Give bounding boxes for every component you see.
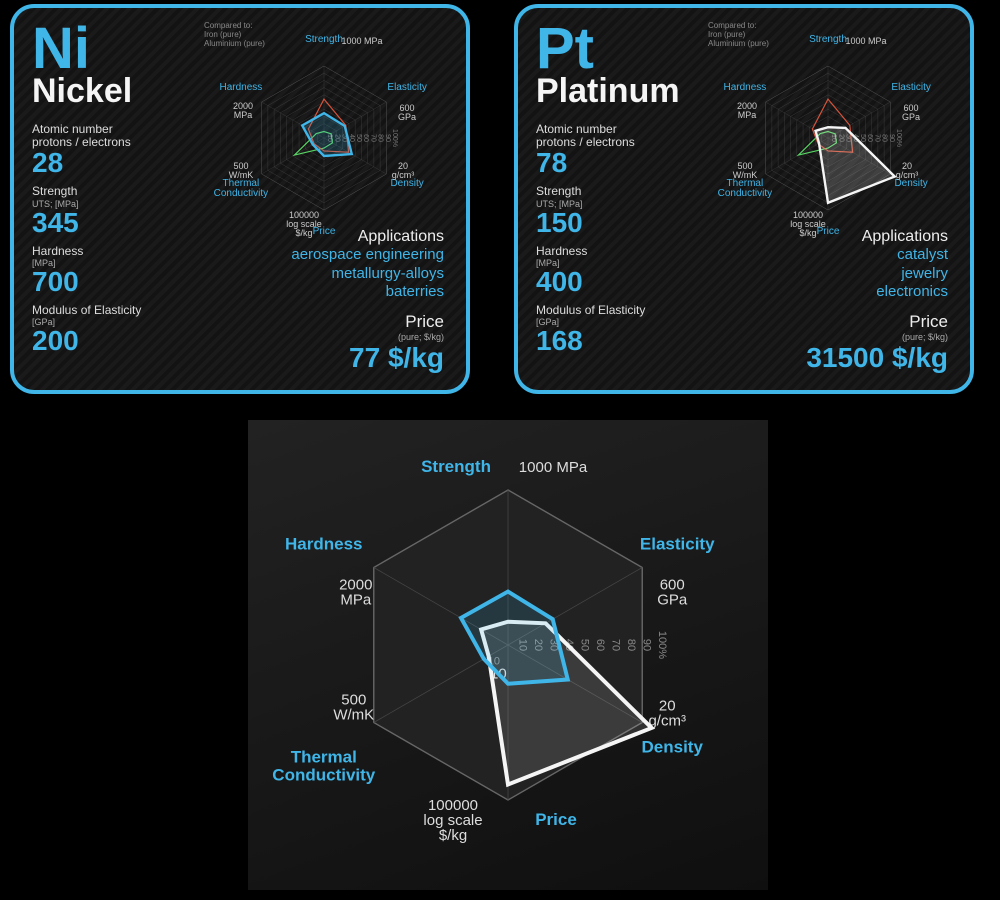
svg-text:80: 80: [377, 134, 384, 142]
svg-text:1000 MPa: 1000 MPa: [341, 36, 382, 46]
svg-text:Iron (pure): Iron (pure): [708, 30, 746, 39]
svg-text:ThermalConductivity: ThermalConductivity: [214, 178, 268, 199]
svg-text:1000 MPa: 1000 MPa: [845, 36, 886, 46]
nickel-right-column: Applications aerospace engineering metal…: [214, 228, 444, 374]
svg-text:2000MPa: 2000MPa: [737, 101, 757, 120]
svg-text:100%: 100%: [656, 631, 668, 659]
svg-text:50: 50: [355, 134, 362, 142]
svg-text:80: 80: [625, 639, 637, 651]
platinum-right-column: Applications catalyst jewelry electronic…: [718, 228, 948, 374]
svg-text:20g/cm³: 20g/cm³: [648, 698, 686, 730]
svg-text:100%: 100%: [895, 129, 902, 147]
platinum-card: Pt Platinum Atomic number protons / elec…: [514, 4, 974, 394]
comparison-radar: Strength 1000 MPa Elasticity 600GPa Density 2…: [248, 420, 768, 890]
svg-text:Strength: Strength: [421, 457, 491, 476]
svg-text:600GPa: 600GPa: [398, 103, 416, 122]
svg-text:ThermalConductivity: ThermalConductivity: [718, 178, 772, 199]
svg-text:2000MPa: 2000MPa: [339, 577, 372, 609]
svg-text:500W/mK: 500W/mK: [733, 161, 758, 180]
svg-text:50: 50: [579, 639, 591, 651]
svg-text:Iron (pure): Iron (pure): [204, 30, 242, 39]
svg-text:Hardness: Hardness: [723, 82, 766, 93]
svg-text:80: 80: [881, 134, 888, 142]
svg-text:Price: Price: [535, 810, 577, 829]
svg-text:Elasticity: Elasticity: [640, 535, 715, 554]
svg-text:Density: Density: [642, 738, 704, 757]
svg-text:70: 70: [610, 639, 622, 651]
svg-text:70: 70: [873, 134, 880, 142]
svg-text:100%: 100%: [391, 129, 398, 147]
svg-text:Compared to:: Compared to:: [708, 21, 756, 30]
comparison-chart-panel: Strength 1000 MPa Elasticity 600GPa Density 2…: [248, 420, 768, 890]
svg-text:70: 70: [369, 134, 376, 142]
svg-text:Compared to:: Compared to:: [204, 21, 252, 30]
svg-text:Strength: Strength: [305, 34, 343, 45]
svg-text:Strength: Strength: [809, 34, 847, 45]
svg-text:1000 MPa: 1000 MPa: [519, 459, 588, 476]
svg-text:Hardness: Hardness: [219, 82, 262, 93]
svg-text:20g/cm³: 20g/cm³: [896, 161, 919, 180]
svg-text:Hardness: Hardness: [285, 535, 362, 554]
svg-text:90: 90: [888, 134, 895, 142]
svg-text:60: 60: [362, 134, 369, 142]
svg-text:90: 90: [641, 639, 653, 651]
svg-text:Elasticity: Elasticity: [387, 82, 426, 93]
svg-text:500W/mK: 500W/mK: [229, 161, 254, 180]
svg-text:60: 60: [866, 134, 873, 142]
svg-text:100000log scale$/kg: 100000log scale$/kg: [423, 797, 482, 844]
nickel-card: Ni Nickel Atomic number protons / electr…: [10, 4, 470, 394]
svg-text:600GPa: 600GPa: [902, 103, 920, 122]
svg-text:Aluminium (pure): Aluminium (pure): [708, 39, 769, 48]
svg-text:20g/cm³: 20g/cm³: [392, 161, 415, 180]
svg-text:ThermalConductivity: ThermalConductivity: [272, 748, 375, 785]
svg-text:2000MPa: 2000MPa: [233, 101, 253, 120]
svg-text:Elasticity: Elasticity: [891, 82, 930, 93]
svg-text:60: 60: [594, 639, 606, 651]
svg-text:Aluminium (pure): Aluminium (pure): [204, 39, 265, 48]
svg-text:600GPa: 600GPa: [657, 577, 688, 609]
svg-text:500W/mK: 500W/mK: [333, 692, 374, 724]
svg-text:90: 90: [384, 134, 391, 142]
